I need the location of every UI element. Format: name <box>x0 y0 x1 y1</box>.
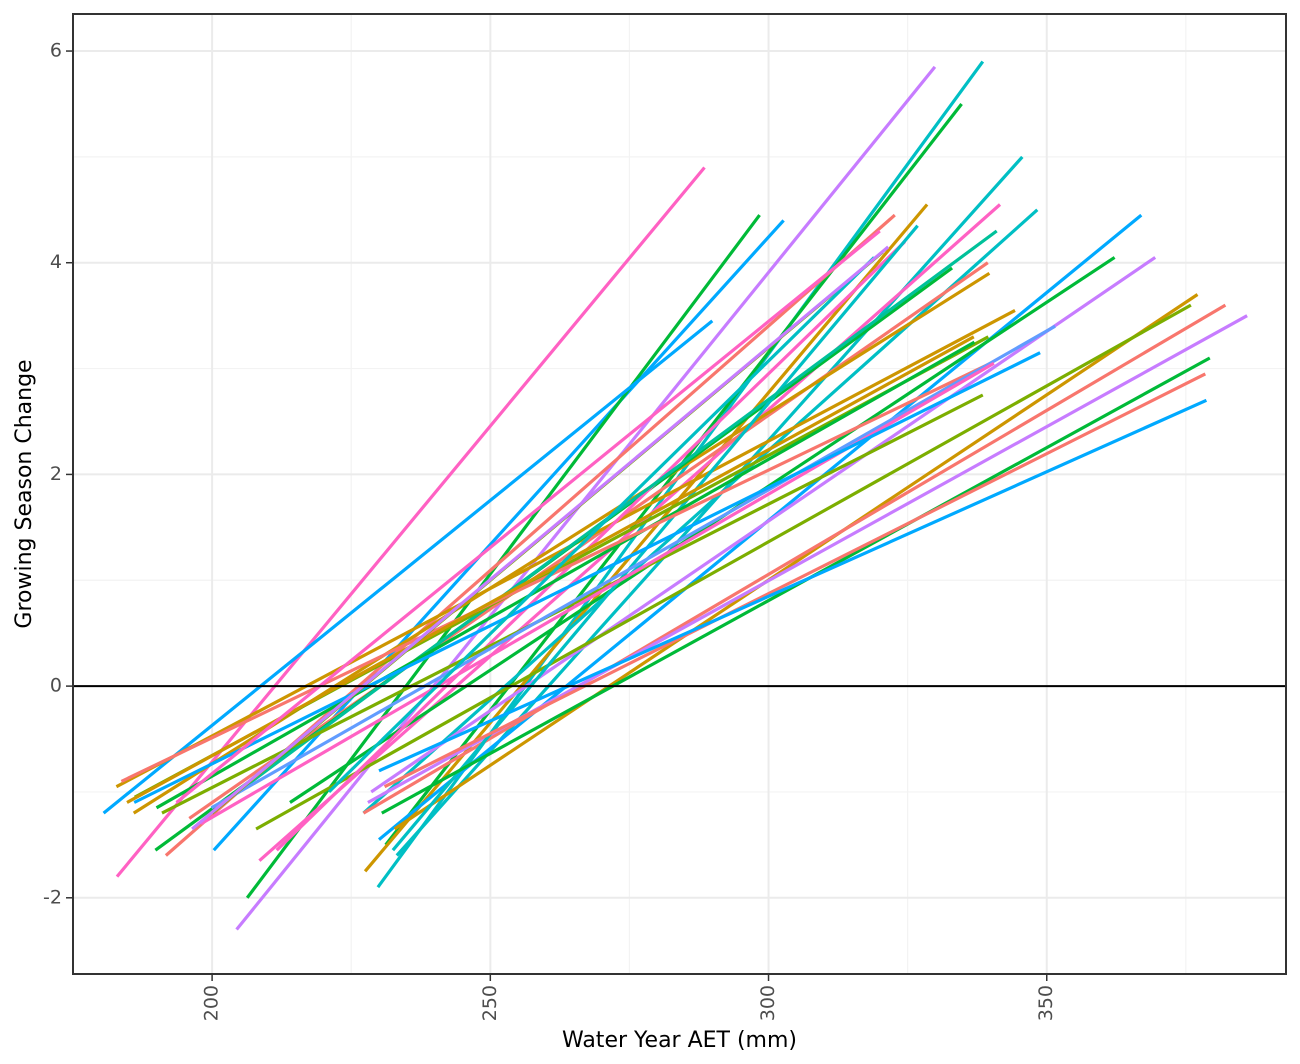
y-tick-label: 0 <box>50 675 62 697</box>
series-line-40 <box>327 256 876 794</box>
series-line-10 <box>363 203 929 873</box>
series-line-1 <box>115 166 706 878</box>
panel-border <box>72 13 1287 975</box>
y-axis-title: Growing Season Change <box>12 359 37 628</box>
y-tick-label: 4 <box>50 251 62 273</box>
series-line-34 <box>133 351 1041 804</box>
y-tick-label: -2 <box>43 886 62 908</box>
series-line-32 <box>210 324 1056 810</box>
x-axis-title: Water Year AET (mm) <box>562 1028 797 1053</box>
series-line-19 <box>255 303 1192 831</box>
series-line-25 <box>391 224 919 852</box>
x-tick-label: 200 <box>201 985 223 1021</box>
x-tick-label: 250 <box>479 985 501 1021</box>
series-line-36 <box>383 372 1207 789</box>
series-line-29 <box>120 361 992 783</box>
series-line-31 <box>126 335 975 804</box>
major-grid <box>73 14 1286 974</box>
y-tick-label: 6 <box>50 40 62 62</box>
series-line-15 <box>370 256 1157 794</box>
series-layer <box>102 60 1248 931</box>
series-line-16 <box>188 261 989 820</box>
series-line-18 <box>393 293 1199 831</box>
series-line-20 <box>362 303 1227 815</box>
series-line-2 <box>212 219 785 852</box>
x-axis: 200 250 300 350 <box>201 974 1057 1021</box>
x-tick-label: 300 <box>757 985 779 1021</box>
series-line-28 <box>155 340 976 810</box>
series-line-4 <box>102 319 714 815</box>
series-line-30 <box>161 393 984 815</box>
x-tick-label: 350 <box>1035 985 1057 1021</box>
series-line-7 <box>384 103 963 846</box>
series-line-12 <box>362 208 1039 815</box>
series-line-14 <box>289 256 1116 804</box>
series-line-11 <box>258 203 1002 862</box>
series-line-38 <box>175 229 881 804</box>
minor-grid <box>72 14 1286 974</box>
y-axis: -2 0 2 4 6 <box>43 40 73 908</box>
series-line-37 <box>378 398 1208 773</box>
y-tick-label: 2 <box>50 463 62 485</box>
series-line-41 <box>191 245 890 831</box>
series-line-3 <box>245 214 761 899</box>
